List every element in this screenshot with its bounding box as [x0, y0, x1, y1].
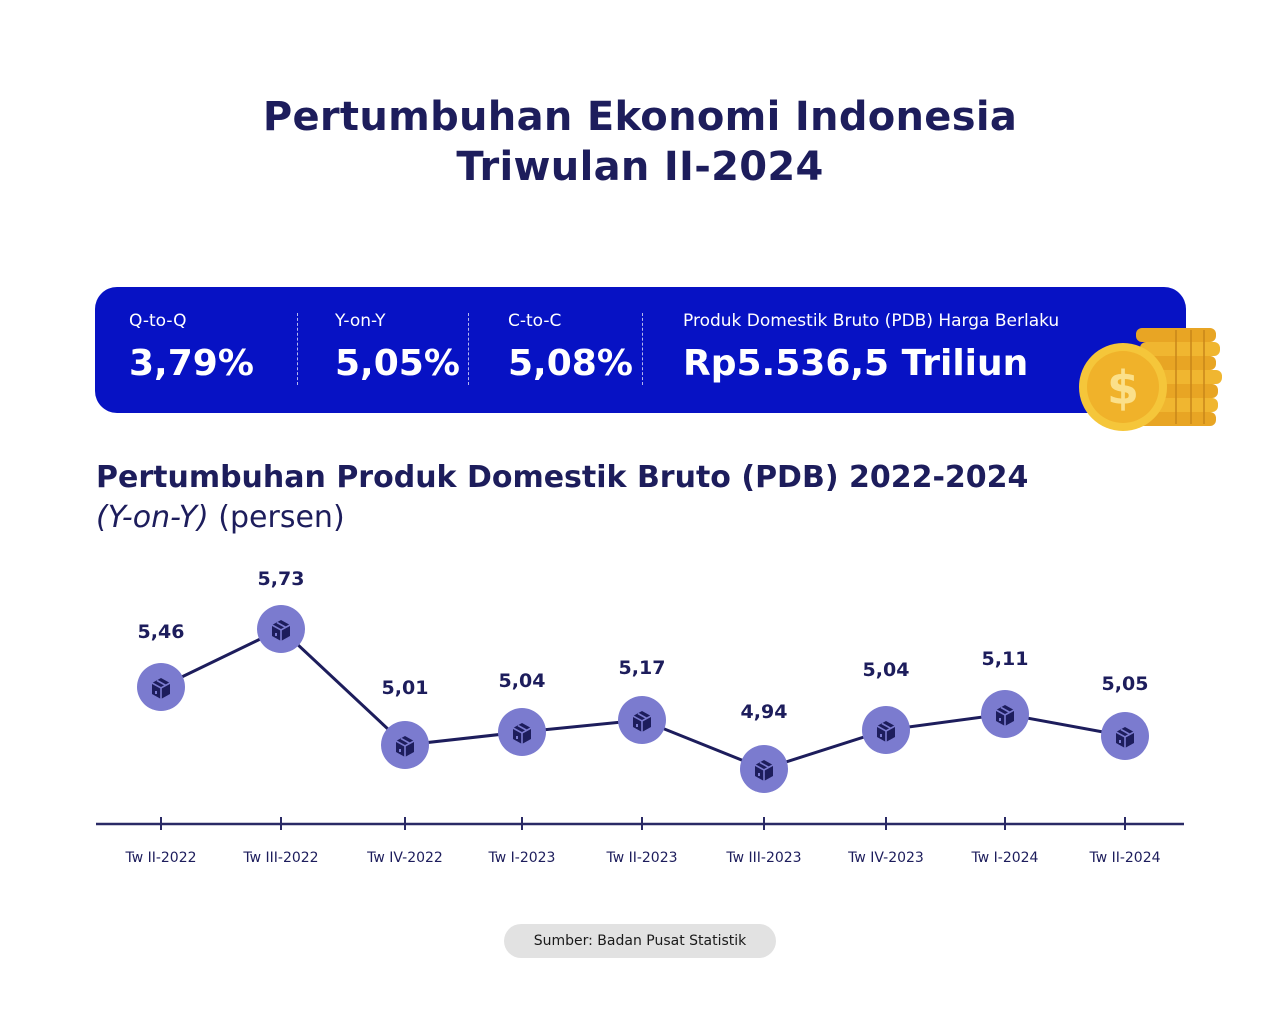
chart-subtitle-italic: (Y-on-Y) [96, 500, 209, 535]
x-tick-label: Tw I-2023 [488, 850, 556, 866]
source-badge: Sumber: Badan Pusat Statistik [504, 924, 776, 958]
x-tick-label: Tw IV-2022 [366, 850, 443, 866]
stat-label: Produk Domestik Bruto (PDB) Harga Berlak… [683, 311, 1060, 331]
stat-label: C-to-C [508, 311, 562, 331]
x-tick-label: Tw II-2023 [605, 850, 677, 866]
x-tick-label: Tw II-2024 [1088, 850, 1160, 866]
page-title: Pertumbuhan Ekonomi Indonesia Triwulan I… [0, 92, 1280, 192]
data-point [137, 663, 185, 711]
x-tick-label: Tw I-2024 [971, 850, 1039, 866]
data-point [618, 696, 666, 744]
chart-title: Pertumbuhan Produk Domestik Bruto (PDB) … [96, 460, 1029, 495]
value-label: 5,73 [258, 568, 305, 590]
value-label: 5,04 [863, 659, 910, 681]
stat-value: 5,08% [508, 343, 633, 384]
stat-value: 3,79% [129, 343, 254, 384]
stat-divider [297, 313, 298, 385]
chart-subtitle-unit: (persen) [208, 500, 345, 535]
value-label: 5,11 [982, 648, 1029, 670]
stat-label: Y-on-Y [335, 311, 386, 331]
value-label: 5,46 [138, 621, 185, 643]
x-tick-label: Tw III-2023 [725, 850, 801, 866]
data-point [1101, 712, 1149, 760]
svg-text:$: $ [1107, 361, 1139, 415]
title-line-2: Triwulan II-2024 [456, 144, 824, 190]
stat-divider [642, 313, 643, 385]
value-label: 5,04 [499, 670, 546, 692]
data-point [740, 745, 788, 793]
data-point [381, 721, 429, 769]
data-point [498, 708, 546, 756]
stat-label: Q-to-Q [129, 311, 187, 331]
title-line-1: Pertumbuhan Ekonomi Indonesia [262, 94, 1018, 140]
x-tick-label: Tw III-2022 [242, 850, 318, 866]
x-tick-label: Tw IV-2023 [847, 850, 924, 866]
x-axis-ticks [160, 817, 1126, 830]
value-label: 5,01 [382, 677, 429, 699]
stat-value: 5,05% [335, 343, 460, 384]
data-point [257, 605, 305, 653]
stat-value: Rp5.536,5 Triliun [683, 343, 1029, 384]
value-label: 5,05 [1102, 673, 1149, 695]
data-point [981, 690, 1029, 738]
data-point [862, 706, 910, 754]
chart-subtitle: (Y-on-Y) (persen) [96, 500, 345, 535]
x-tick-label: Tw II-2022 [124, 850, 196, 866]
stat-divider [468, 313, 469, 385]
value-label: 5,17 [619, 657, 666, 679]
value-label: 4,94 [741, 701, 788, 723]
stats-banner: Q-to-Q 3,79% Y-on-Y 5,05% C-to-C 5,08% P… [95, 287, 1186, 413]
gold-coins-stack-icon: $ [1079, 328, 1222, 431]
